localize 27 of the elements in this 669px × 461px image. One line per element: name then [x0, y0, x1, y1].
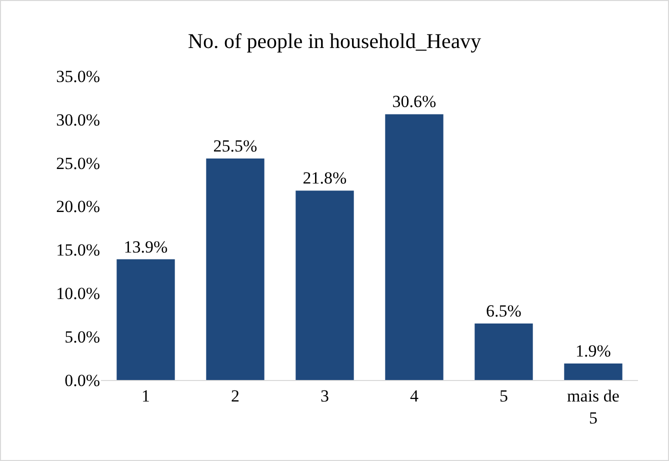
bar — [206, 158, 264, 380]
bar — [116, 259, 175, 380]
y-tick-label: 10.0% — [56, 284, 100, 304]
x-tick-label: mais de 5 — [567, 386, 620, 428]
y-tick-label: 30.0% — [56, 110, 100, 130]
data-label: 21.8% — [302, 168, 347, 188]
x-tick-label: 1 — [142, 386, 150, 406]
data-label: 30.6% — [392, 92, 436, 112]
y-tick-label: 20.0% — [56, 197, 100, 216]
data-label: 6.5% — [486, 302, 522, 321]
bar — [385, 114, 444, 380]
data-label: 13.9% — [124, 237, 168, 256]
bar — [474, 324, 533, 380]
y-tick-label: 25.0% — [56, 154, 100, 173]
bar — [296, 190, 354, 380]
y-tick-label: 15.0% — [56, 240, 100, 260]
data-label: 25.5% — [213, 136, 258, 156]
data-label: 1.9% — [576, 342, 611, 360]
bar — [564, 364, 622, 380]
x-tick-label: 3 — [320, 386, 329, 406]
x-tick-label: 2 — [231, 386, 240, 406]
y-tick-label: 5.0% — [64, 328, 100, 347]
x-tick-label: 5 — [500, 386, 508, 406]
y-tick-label: 35.0% — [56, 66, 100, 86]
y-tick-label: 0.0% — [64, 370, 100, 390]
chart-title: No. of people in household_Heavy — [188, 28, 482, 53]
x-tick-label: 4 — [410, 386, 419, 406]
